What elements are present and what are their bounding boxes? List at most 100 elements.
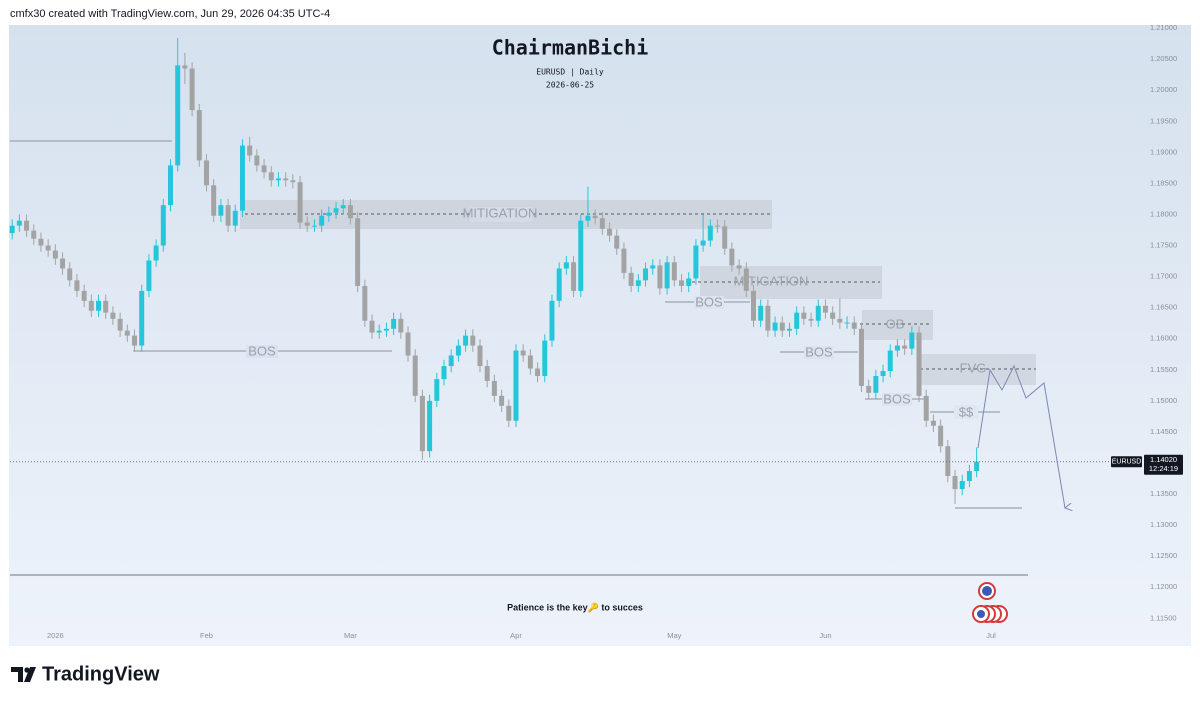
y-tick-label: 1.16000 (1150, 334, 1177, 343)
candle-body (974, 461, 980, 472)
label-bg (954, 405, 978, 419)
candle-body (916, 332, 922, 396)
candle-body (60, 258, 66, 269)
y-tick-label: 1.19000 (1150, 147, 1177, 156)
candle-body (182, 65, 188, 69)
candle-body (45, 245, 51, 251)
candle-body (311, 225, 317, 227)
candle-body (88, 300, 94, 311)
candle-body (563, 262, 569, 269)
candle-body (520, 350, 526, 356)
y-tick-label: 1.16500 (1150, 303, 1177, 312)
candle-body (779, 322, 785, 331)
candle-body (24, 220, 30, 231)
brand-logo: TradingView (11, 663, 160, 685)
candle-body (117, 318, 123, 331)
y-tick-label: 1.21000 (1150, 23, 1177, 32)
candle-body (239, 145, 245, 211)
candle-body (218, 205, 224, 216)
candle-body (959, 480, 965, 490)
candle-body (491, 380, 497, 396)
annotations: MITIGATION MITIGATION BOS BOS BOS BOS OB… (246, 205, 986, 419)
candle-body (894, 345, 900, 351)
candle-body (412, 355, 418, 396)
candle-body (700, 240, 706, 246)
candle-body (254, 155, 260, 166)
candle-body (448, 355, 454, 367)
candle-body (938, 425, 944, 447)
x-tick-label: 2026 (47, 631, 64, 640)
candle-body (283, 178, 289, 181)
candle-body (340, 205, 346, 209)
label-bg (246, 345, 278, 358)
candle-body (189, 68, 195, 111)
candle-body (527, 355, 533, 369)
candle-body (52, 250, 58, 259)
candle-body (74, 280, 80, 291)
candle-body (614, 235, 620, 249)
candle-body (707, 225, 713, 241)
logo-mark (11, 667, 36, 682)
candle-body (477, 345, 483, 367)
price-tag (1144, 454, 1183, 475)
candle-body (499, 395, 505, 406)
candle-body (801, 312, 807, 319)
x-tick-label: Feb (200, 631, 213, 640)
candle-body (38, 238, 44, 246)
y-tick-label: 1.18000 (1150, 209, 1177, 218)
label-bg (694, 296, 724, 309)
chart-subtitle: EURUSD | Daily (536, 68, 604, 77)
candle-body (9, 225, 15, 234)
x-tick-label: Jun (819, 631, 831, 640)
candle-body (232, 210, 238, 226)
y-tick-label: 1.13500 (1150, 489, 1177, 498)
chart-panel (9, 25, 1191, 646)
annotation: FVG (960, 360, 987, 375)
candle-body (168, 165, 174, 206)
y-tick-label: 1.20000 (1150, 85, 1177, 94)
candle-body (297, 182, 303, 223)
label-bg (804, 346, 834, 359)
candle-body (211, 185, 217, 216)
candle-body (736, 265, 742, 269)
candle-body (966, 471, 972, 481)
label-bg (882, 393, 912, 406)
candle-body (326, 212, 332, 216)
candle-body (786, 328, 792, 331)
annotation: MITIGATION (463, 205, 538, 220)
candle-body (657, 265, 663, 289)
logo-mark (24, 667, 30, 673)
candle-body (405, 332, 411, 356)
candle-body (355, 218, 361, 286)
candle-body (873, 376, 879, 393)
candle-body (506, 405, 512, 421)
chart-date: 2026-06-25 (546, 81, 594, 90)
event-icon (982, 586, 992, 596)
candle-body (664, 262, 670, 289)
candle-body (729, 248, 735, 266)
candle-body (851, 322, 857, 329)
candle-body (549, 300, 555, 341)
candle-body (592, 215, 598, 219)
candle-body (837, 318, 843, 323)
candle-body (463, 335, 469, 346)
y-tick-label: 1.19500 (1150, 116, 1177, 125)
candle-body (67, 268, 73, 281)
axes: 1.21000 1.20500 1.20000 1.19500 1.19000 1.185… (47, 23, 1177, 640)
candle-body (427, 400, 433, 452)
candle-body (391, 318, 397, 329)
candle-body (571, 262, 577, 291)
annotation: BOS (805, 344, 833, 359)
candle-body (535, 368, 541, 377)
note: Patience is the key🔑 to succes (507, 601, 643, 613)
candle-body (671, 262, 677, 281)
annotation: $$ (959, 404, 974, 419)
candle-body (866, 385, 872, 393)
candle-body (635, 280, 641, 286)
candle-body (81, 290, 87, 301)
candle-body (750, 290, 756, 321)
candle-body (628, 272, 634, 286)
candle-body (96, 300, 102, 311)
candle-body (441, 366, 447, 380)
